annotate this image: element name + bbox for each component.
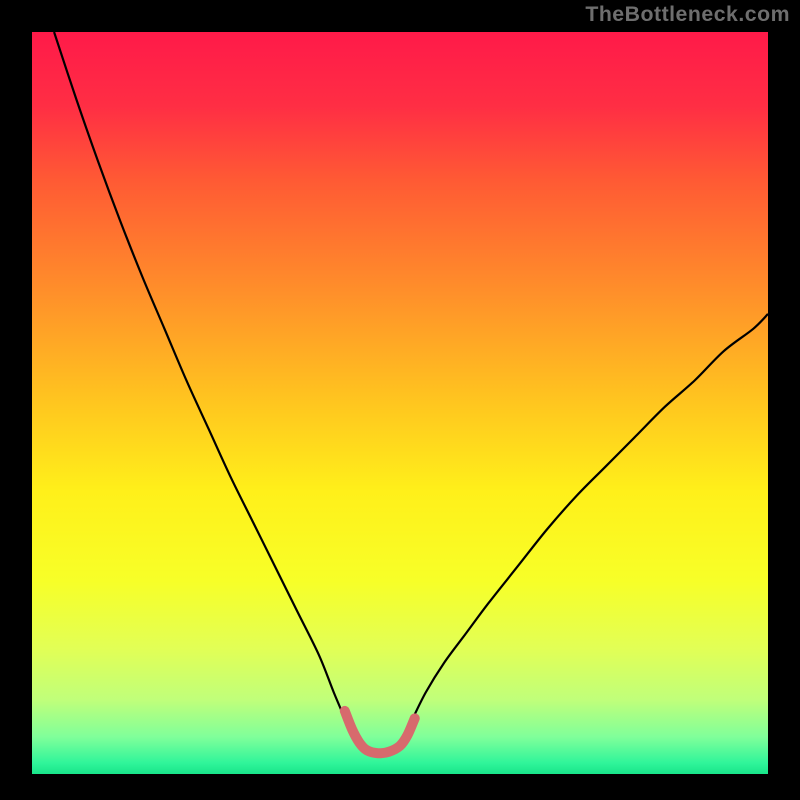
curves-layer	[32, 32, 768, 774]
watermark-text: TheBottleneck.com	[585, 2, 790, 27]
curve-left	[54, 32, 345, 718]
chart-frame: TheBottleneck.com	[0, 0, 800, 800]
curve-highlight	[345, 711, 415, 753]
curve-right	[411, 314, 768, 722]
plot-area	[32, 32, 768, 774]
